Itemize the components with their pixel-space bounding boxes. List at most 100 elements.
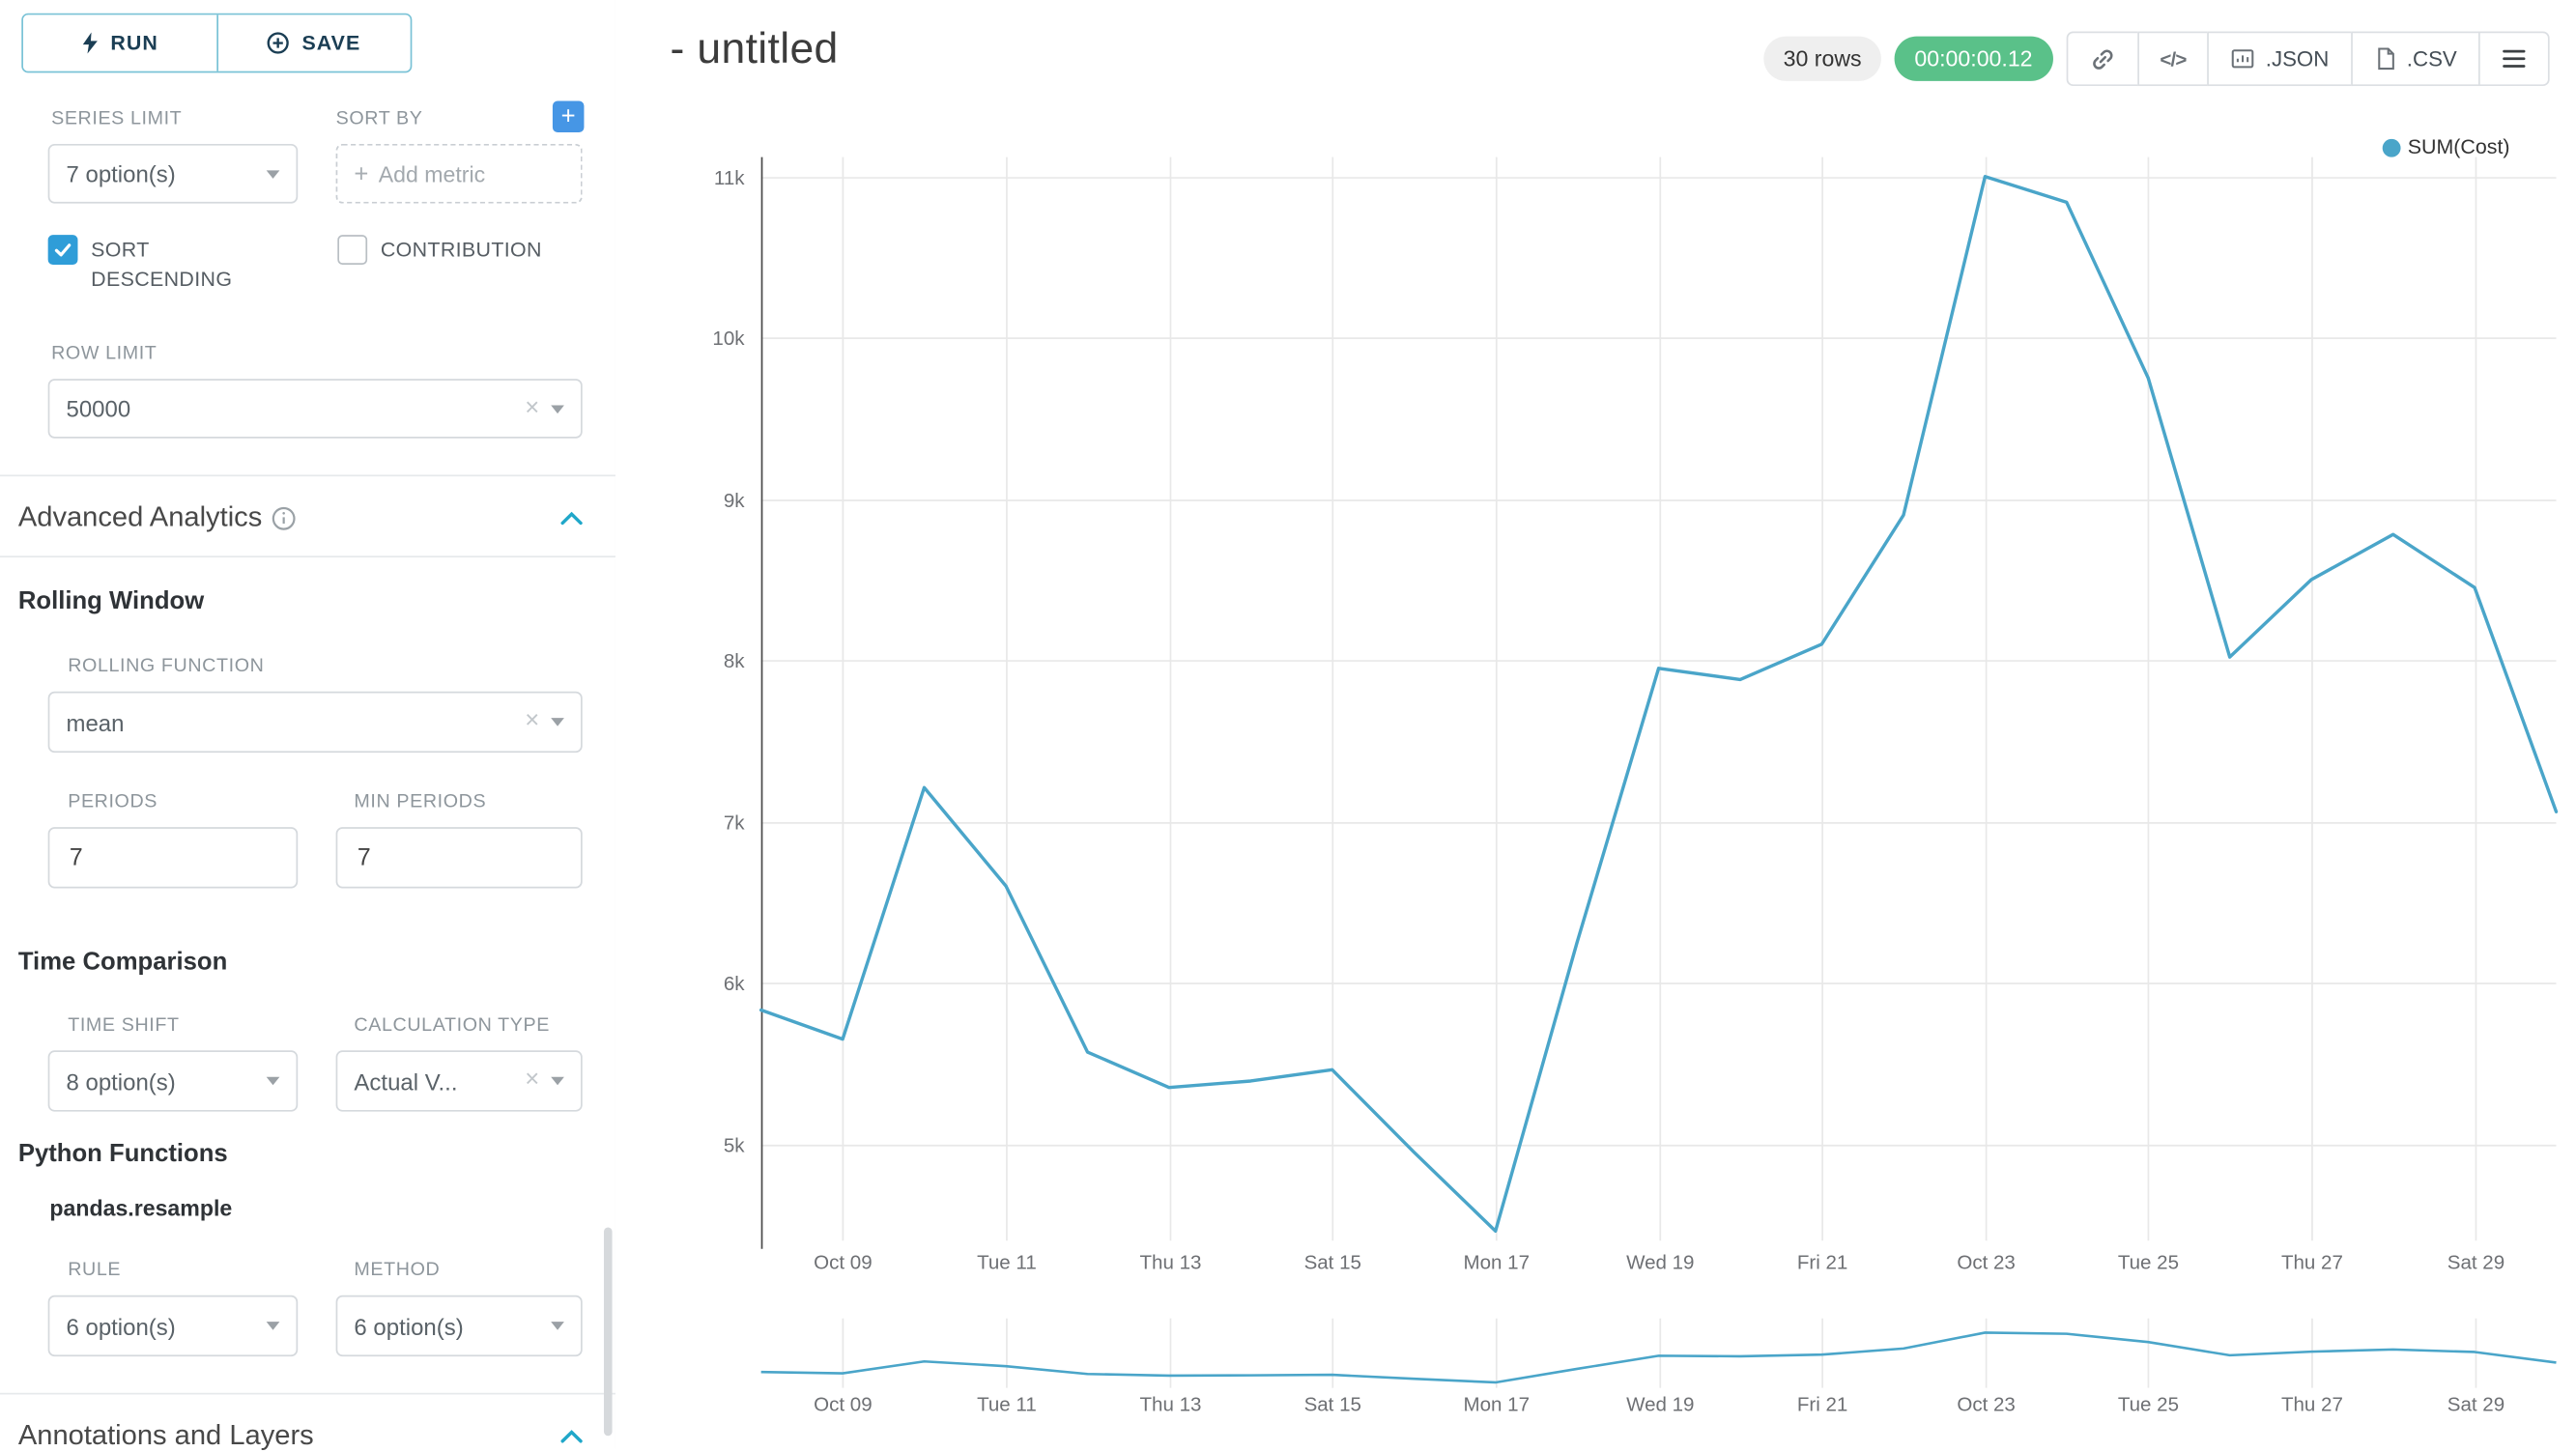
- sort-descending-control[interactable]: SORT DESCENDING: [47, 235, 297, 295]
- rule-label: RULE: [68, 1260, 122, 1281]
- annotations-header[interactable]: Annotations and Layers: [18, 1419, 585, 1452]
- clear-icon[interactable]: ×: [525, 706, 540, 735]
- caret-down-icon: [266, 1322, 280, 1330]
- pandas-resample-label: pandas.resample: [49, 1195, 233, 1221]
- method-value: 6 option(s): [354, 1312, 464, 1340]
- divider: [0, 1392, 615, 1395]
- mini-series-line: [760, 1331, 2557, 1384]
- caret-down-icon: [266, 169, 280, 179]
- min-periods-input[interactable]: [335, 827, 583, 889]
- x-axis-label: Oct 09: [814, 1251, 872, 1273]
- annotations-title: Annotations and Layers: [17, 1419, 314, 1451]
- chevron-up-icon[interactable]: [559, 1429, 585, 1443]
- add-sort-metric-button[interactable]: +: [552, 100, 585, 132]
- rolling-function-value: mean: [66, 708, 125, 736]
- series-line: [758, 174, 2559, 1234]
- calculation-type-select[interactable]: Actual V... ×: [335, 1050, 583, 1112]
- method-select[interactable]: 6 option(s): [335, 1295, 583, 1357]
- time-shift-label: TIME SHIFT: [68, 1015, 180, 1036]
- caret-down-icon: [266, 1076, 280, 1086]
- series-limit-value: 7 option(s): [66, 160, 176, 187]
- code-icon: </>: [2160, 46, 2187, 71]
- info-icon[interactable]: [272, 505, 298, 530]
- series-limit-select[interactable]: 7 option(s): [47, 143, 299, 204]
- row-limit-select[interactable]: 50000 ×: [47, 379, 583, 439]
- time-shift-select[interactable]: 8 option(s): [47, 1050, 299, 1112]
- chart-title[interactable]: - untitled: [670, 22, 839, 73]
- plus-circle-icon: [268, 32, 290, 54]
- view-query-button[interactable]: </>: [2136, 31, 2210, 87]
- save-button[interactable]: SAVE: [215, 14, 411, 71]
- lightning-icon: [82, 32, 98, 54]
- mini-x-axis-label: Sat 15: [1304, 1394, 1361, 1416]
- check-icon: [54, 243, 72, 257]
- sort-descending-label: SORT DESCENDING: [91, 238, 233, 291]
- scrollbar-thumb[interactable]: [603, 1227, 613, 1437]
- mini-x-axis-label: Tue 25: [2118, 1394, 2179, 1416]
- export-json-button[interactable]: .JSON: [2207, 31, 2353, 87]
- contribution-control[interactable]: CONTRIBUTION: [337, 235, 602, 266]
- time-comparison-title: Time Comparison: [17, 948, 228, 977]
- caret-down-icon: [551, 1076, 564, 1086]
- rolling-function-select[interactable]: mean ×: [47, 691, 583, 754]
- x-axis-label: Sat 29: [2447, 1251, 2504, 1273]
- sort-by-add-metric[interactable]: + Add metric: [335, 143, 583, 204]
- legend-marker: [2383, 137, 2401, 157]
- min-periods-label: MIN PERIODS: [354, 792, 487, 812]
- x-axis-label: Thu 27: [2281, 1251, 2343, 1273]
- calculation-type-value: Actual V...: [354, 1068, 458, 1095]
- link-icon: [2092, 48, 2112, 69]
- export-button-group: </> .JSON .CSV: [2065, 31, 2550, 87]
- row-limit-value: 50000: [66, 395, 131, 422]
- x-axis-label: Tue 11: [977, 1251, 1037, 1273]
- sort-by-label: SORT BY: [335, 109, 423, 129]
- json-label: .JSON: [2265, 45, 2330, 71]
- plus-icon: +: [354, 159, 369, 188]
- line-chart-canvas[interactable]: 5k 6k 7k 8k 9k 10k 11k Oct 09 Oct 09 Tue 11 Tue 11…: [615, 0, 2576, 1449]
- sort-descending-checkbox[interactable]: [47, 235, 78, 265]
- export-csv-button[interactable]: .CSV: [2350, 31, 2480, 87]
- run-save-group: RUN SAVE: [21, 13, 413, 73]
- y-axis-label: 5k: [724, 1135, 745, 1157]
- x-axis-label: Wed 19: [1626, 1251, 1694, 1273]
- chart-toolbar: 30 rows 00:00:00.12 </> .JSON .CSV: [1763, 31, 2550, 87]
- run-label: RUN: [110, 31, 158, 55]
- rule-select[interactable]: 6 option(s): [47, 1295, 299, 1357]
- menu-button[interactable]: [2478, 31, 2550, 87]
- mini-x-axis-label: Tue 11: [977, 1394, 1037, 1416]
- run-button[interactable]: RUN: [22, 14, 216, 71]
- y-axis-label: 6k: [724, 973, 745, 995]
- menu-icon: [2503, 49, 2526, 68]
- y-axis-label: 8k: [724, 650, 745, 672]
- x-axis-label: Oct 23: [1957, 1251, 2015, 1273]
- mini-x-axis-label: Thu 27: [2281, 1394, 2343, 1416]
- periods-input[interactable]: [47, 827, 299, 889]
- y-axis-label: 9k: [724, 490, 745, 512]
- copy-link-button[interactable]: [2065, 31, 2139, 87]
- rolling-window-title: Rolling Window: [17, 586, 205, 615]
- advanced-analytics-header[interactable]: Advanced Analytics: [18, 501, 585, 534]
- mini-x-axis-label: Mon 17: [1464, 1394, 1530, 1416]
- row-limit-label: ROW LIMIT: [51, 344, 157, 364]
- legend[interactable]: SUM(Cost): [2383, 135, 2510, 158]
- json-file-icon: [2232, 49, 2254, 69]
- clear-icon[interactable]: ×: [525, 392, 540, 421]
- caret-down-icon: [551, 718, 564, 726]
- save-label: SAVE: [301, 31, 361, 55]
- series-limit-label: SERIES LIMIT: [51, 109, 183, 129]
- contribution-label: CONTRIBUTION: [380, 238, 542, 262]
- chevron-up-icon[interactable]: [559, 510, 585, 525]
- divider: [0, 474, 615, 477]
- control-panel: RUN SAVE SERIES LIMIT SORT BY + 7 option…: [0, 0, 617, 1452]
- mini-x-axis-label: Fri 21: [1797, 1394, 1847, 1416]
- mini-x-axis-label: Oct 09: [814, 1394, 872, 1416]
- x-axis-label: Thu 13: [1139, 1251, 1201, 1273]
- contribution-checkbox[interactable]: [337, 235, 368, 265]
- legend-label: SUM(Cost): [2407, 135, 2510, 159]
- clear-icon[interactable]: ×: [525, 1065, 540, 1094]
- time-shift-value: 8 option(s): [66, 1068, 176, 1095]
- caret-down-icon: [551, 404, 564, 413]
- row-count-badge: 30 rows: [1763, 36, 1882, 81]
- mini-x-axis-label: Thu 13: [1139, 1394, 1201, 1416]
